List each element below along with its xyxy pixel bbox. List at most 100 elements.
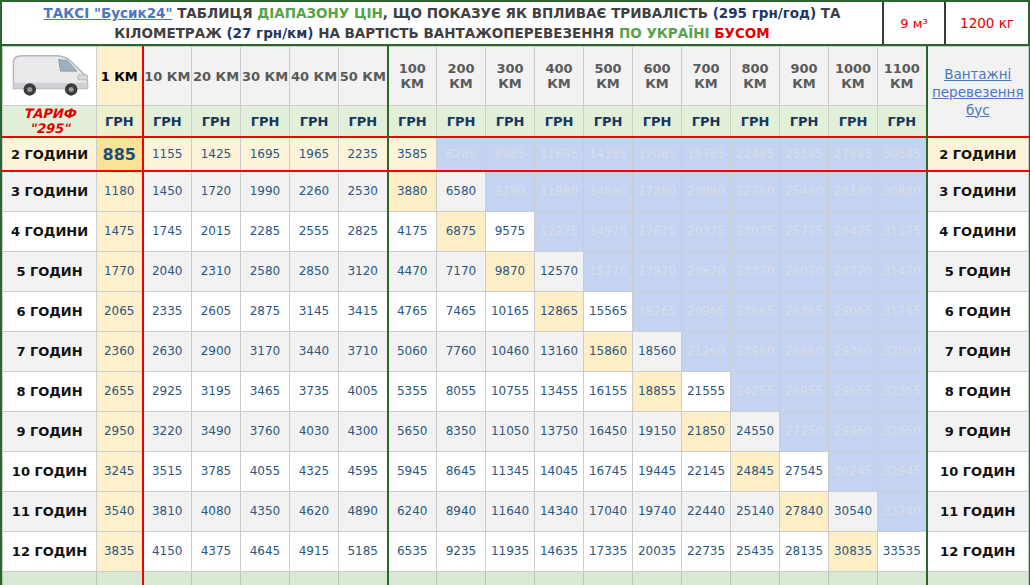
km-column-header: 40 КМ [290,47,339,106]
currency-header: ГРН [486,106,535,138]
price-cell: 22780 [731,171,780,211]
price-cell: 17380 [633,171,682,211]
price-cell: 21850 [682,411,731,451]
price-cell: 9235 [437,531,486,571]
row-label-left: 11 ГОДИН [3,491,97,531]
price-cell: 11640 [486,491,535,531]
price-cell: 7465 [437,291,486,331]
footer-cell [682,571,731,585]
price-row: 2 ГОДИНИ88511551425169519652235358562858… [3,137,1029,171]
price-cell: 11345 [486,451,535,491]
price-cell: 29950 [829,411,878,451]
price-cell: 3540 [97,491,143,531]
price-cell: 4765 [388,291,437,331]
price-cell: 8985 [486,137,535,171]
row-label-right: 3 ГОДИНИ [927,171,1029,211]
price-cell: 3785 [192,451,241,491]
footer-cell [878,571,927,585]
price-cell: 23370 [731,251,780,291]
title-text-segment: ТАБЛИЦЯ [172,5,257,21]
price-cell: 3735 [290,371,339,411]
row-label-left: 10 ГОДИН [3,451,97,491]
price-cell: 29655 [829,371,878,411]
price-cell: 9870 [486,251,535,291]
price-cell: 14385 [584,137,633,171]
price-cell: 8645 [437,451,486,491]
footer-cell [192,571,241,585]
footer-cell [290,571,339,585]
price-cell: 14680 [584,171,633,211]
price-cell: 18855 [633,371,682,411]
price-cell: 10755 [486,371,535,411]
price-cell: 18560 [633,331,682,371]
footer-cell [486,571,535,585]
row-label-left: 8 ГОДИН [3,371,97,411]
price-cell: 13160 [535,331,584,371]
price-cell: 1450 [143,171,192,211]
price-cell: 17085 [633,137,682,171]
price-cell: 26070 [780,251,829,291]
price-cell: 24550 [731,411,780,451]
km-column-header: 30 КМ [241,47,290,106]
price-cell: 2285 [241,211,290,251]
row-label-right: 11 ГОДИН [927,491,1029,531]
price-cell: 17040 [584,491,633,531]
price-cell: 10165 [486,291,535,331]
title-text-segment: (27 грн/км) [226,25,313,41]
price-cell: 20035 [633,531,682,571]
price-cell: 11935 [486,531,535,571]
footer-cell [535,571,584,585]
km-column-header: 20 КМ [192,47,241,106]
price-cell: 27545 [780,451,829,491]
row-label-right: 4 ГОДИНИ [927,211,1029,251]
price-cell: 21555 [682,371,731,411]
row-label-right: 9 ГОДИН [927,411,1029,451]
price-cell: 16155 [584,371,633,411]
title-link[interactable]: ТАКСІ "Бусик24" [44,5,173,21]
price-cell: 3120 [339,251,388,291]
price-cell: 5355 [388,371,437,411]
footer-cell [633,571,682,585]
price-cell: 17335 [584,531,633,571]
km-column-header: 1000 КМ [829,47,878,106]
cargo-transport-link[interactable]: Вантажні перевезення бус [928,65,1029,119]
price-cell: 2900 [192,331,241,371]
price-cell: 3710 [339,331,388,371]
row-label-right: 10 ГОДИН [927,451,1029,491]
price-cell: 12275 [535,211,584,251]
currency-header: ГРН [290,106,339,138]
price-cell: 16745 [584,451,633,491]
price-cell: 4005 [339,371,388,411]
price-table: 1 КМ10 КМ20 КМ30 КМ40 КМ50 КМ100 КМ200 К… [2,46,1029,585]
price-cell: 27885 [829,137,878,171]
price-cell: 18265 [633,291,682,331]
price-row: 9 ГОДИН295032203490376040304300565083501… [3,411,1029,451]
currency-header: ГРН [241,106,290,138]
price-cell: 30880 [878,171,927,211]
km-column-header: 1100 КМ [878,47,927,106]
currency-header: ГРН [535,106,584,138]
price-cell: 25480 [780,171,829,211]
price-cell: 20375 [682,211,731,251]
van-photo [3,47,97,106]
title-text-segment: ДІАПАЗОНУ ЦІН [257,5,383,21]
price-cell: 2925 [143,371,192,411]
price-cell: 2235 [339,137,388,171]
price-cell: 5650 [388,411,437,451]
km-column-header: 900 КМ [780,47,829,106]
price-cell: 2260 [290,171,339,211]
currency-header: ГРН [192,106,241,138]
price-cell: 21260 [682,331,731,371]
price-cell: 1475 [97,211,143,251]
currency-header: ГРН [731,106,780,138]
price-cell: 1695 [241,137,290,171]
price-cell: 12570 [535,251,584,291]
footer-cell [339,571,388,585]
price-cell: 2065 [97,291,143,331]
price-cell: 14975 [584,211,633,251]
price-cell: 30540 [829,491,878,531]
row-label-left: 3 ГОДИНИ [3,171,97,211]
price-cell: 30245 [829,451,878,491]
price-cell: 31765 [878,291,927,331]
currency-header: ГРН [339,106,388,138]
